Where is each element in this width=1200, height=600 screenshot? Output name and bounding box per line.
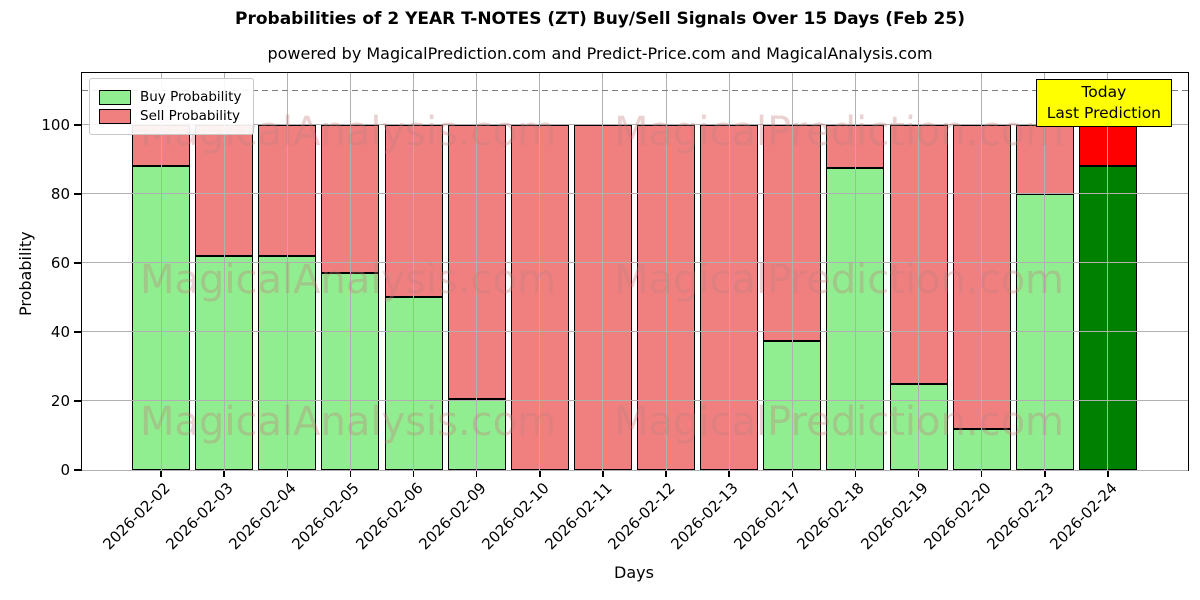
- y-tick: [74, 124, 82, 126]
- vertical-gridline: [1044, 73, 1046, 470]
- x-tick: [980, 470, 983, 477]
- y-tick-label: 60: [50, 253, 70, 272]
- legend-label-buy: Buy Probability: [140, 89, 242, 105]
- y-tick-label: 0: [60, 461, 70, 479]
- y-tick: [74, 262, 82, 264]
- vertical-gridline: [918, 73, 920, 470]
- horizontal-gridline: [82, 400, 1188, 402]
- x-tick: [412, 470, 415, 477]
- y-tick: [74, 400, 82, 402]
- annotation-line-2: Last Prediction: [1046, 104, 1161, 122]
- vertical-gridline: [854, 73, 856, 470]
- vertical-gridline: [1107, 73, 1109, 470]
- chart-title: Probabilities of 2 YEAR T-NOTES (ZT) Buy…: [235, 9, 965, 29]
- y-tick: [74, 469, 82, 471]
- vertical-gridline: [413, 73, 415, 470]
- horizontal-gridline: [82, 262, 1188, 264]
- legend: Buy Probability Sell Probability: [89, 78, 255, 135]
- vertical-gridline: [349, 73, 351, 470]
- x-tick: [475, 470, 478, 477]
- x-tick: [602, 470, 604, 477]
- vertical-gridline: [665, 73, 667, 470]
- x-tick-label: 2026-02-24: [1046, 479, 1121, 554]
- x-tick: [539, 470, 541, 477]
- threshold-dashed-line: [82, 89, 1188, 91]
- x-tick: [917, 470, 920, 477]
- today-annotation: Today Last Prediction: [1035, 79, 1172, 127]
- x-tick-label: 2026-02-03: [162, 479, 237, 554]
- x-tick: [223, 470, 225, 477]
- x-tick-label: 2026-02-17: [730, 479, 806, 554]
- x-tick-label: 2026-02-20: [920, 479, 995, 554]
- x-tick: [286, 470, 288, 477]
- legend-item-buy: Buy Probability: [99, 89, 241, 105]
- x-tick: [160, 470, 162, 477]
- x-tick: [1044, 470, 1046, 477]
- plot-area: 0 20 40 60 80 100 2026-02-02 2026-02-03 2026-02-…: [41, 72, 1189, 553]
- sell-color-swatch: [99, 108, 131, 124]
- y-tick-label: 20: [50, 391, 70, 410]
- horizontal-gridline: [82, 124, 1188, 126]
- y-tick-label: 40: [50, 322, 70, 341]
- x-tick-label: 2026-02-10: [478, 479, 553, 554]
- vertical-gridline: [539, 73, 541, 470]
- vertical-gridline: [728, 73, 730, 470]
- x-tick-label: 2026-02-06: [351, 479, 427, 554]
- x-tick-label: 2026-02-19: [856, 479, 932, 554]
- horizontal-gridline: [82, 331, 1188, 333]
- vertical-gridline: [160, 73, 162, 470]
- x-tick-label: 2026-02-09: [414, 479, 490, 554]
- vertical-gridline: [981, 73, 983, 470]
- legend-item-sell: Sell Probability: [99, 108, 241, 124]
- vertical-gridline: [223, 73, 225, 470]
- x-tick: [665, 470, 667, 477]
- x-tick: [854, 470, 857, 477]
- x-tick: [1107, 470, 1109, 477]
- vertical-gridline: [602, 73, 604, 470]
- x-tick-label: 2026-02-04: [225, 479, 300, 554]
- chart-subtitle: powered by MagicalPrediction.com and Pre…: [267, 44, 933, 63]
- y-tick: [74, 331, 82, 333]
- vertical-gridline: [791, 73, 793, 470]
- annotation-line-1: Today: [1081, 83, 1127, 101]
- vertical-gridline: [476, 73, 478, 470]
- vertical-gridline: [286, 73, 288, 470]
- y-tick-label: 80: [50, 184, 70, 203]
- horizontal-gridline: [82, 469, 1188, 471]
- legend-label-sell: Sell Probability: [140, 108, 241, 124]
- x-tick: [728, 470, 730, 477]
- x-tick: [791, 470, 794, 477]
- x-tick: [349, 470, 352, 477]
- x-tick-label: 2026-02-02: [99, 479, 174, 554]
- x-tick-label: 2026-02-23: [983, 479, 1058, 554]
- x-axis-label: Days: [614, 563, 654, 582]
- x-tick-label: 2026-02-18: [793, 479, 869, 554]
- x-tick-label: 2026-02-05: [288, 479, 364, 554]
- y-tick-label: 100: [41, 115, 70, 134]
- y-axis-label: Probability: [16, 231, 35, 316]
- buy-color-swatch: [99, 89, 131, 105]
- y-tick: [74, 193, 82, 195]
- horizontal-gridline: [82, 193, 1188, 195]
- x-tick-label: 2026-02-11: [541, 479, 616, 554]
